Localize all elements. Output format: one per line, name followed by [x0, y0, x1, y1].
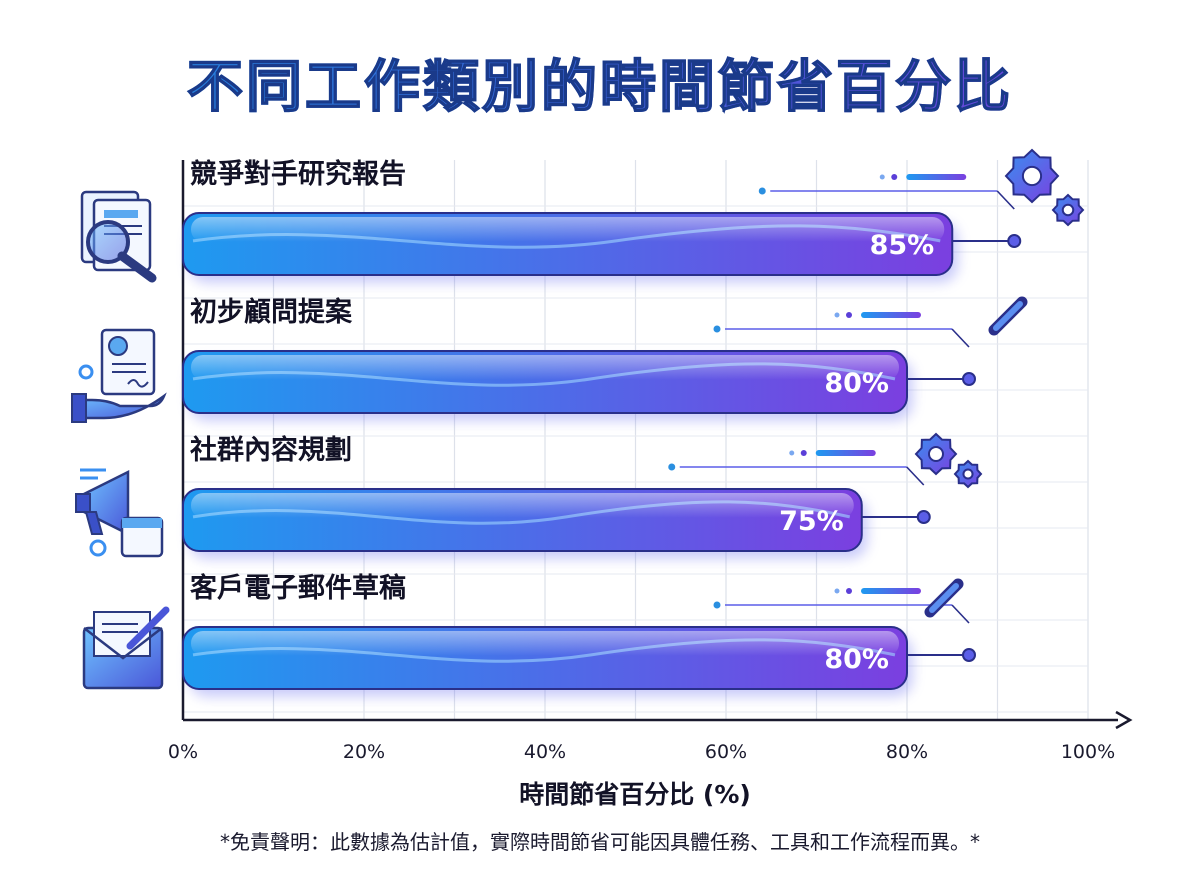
x-tick-label: 40%: [524, 741, 566, 763]
gear-hub: [928, 446, 944, 462]
bar-shine: [191, 631, 899, 656]
value-label: 80%: [824, 368, 889, 399]
bar-group: 社群內容規劃 75%: [182, 434, 868, 559]
bar-group: 初步顧問提案 80%: [182, 296, 913, 421]
bar-group: 客戶電子郵件草稿 80%: [182, 572, 913, 697]
connector-dot: [962, 648, 976, 662]
connector-dot: [916, 510, 931, 524]
x-tick-label: 0%: [168, 741, 198, 763]
accent-dot: [713, 601, 721, 609]
x-axis-arrow: [1115, 710, 1133, 730]
accent-dot: [713, 325, 721, 333]
document-magnifier-icon: [80, 190, 157, 283]
x-tick-label: 80%: [886, 741, 928, 763]
accent-line: [951, 604, 970, 624]
disclaimer-note: *免責聲明：此數據為估計值，實際時間節省可能因具體任務、工具和工作流程而異。*: [220, 830, 980, 854]
accent-dot: [891, 174, 898, 180]
accent-line: [951, 328, 970, 348]
x-tick-label: 100%: [1061, 741, 1115, 763]
decoration-layer: [668, 148, 1085, 662]
accent-line: [906, 466, 925, 486]
value-label: 75%: [779, 506, 844, 537]
connector-dot: [1007, 234, 1022, 248]
bar-shine: [191, 355, 899, 380]
pencil-body: [929, 583, 959, 613]
accent-dash: [861, 312, 921, 318]
x-tick-label: 20%: [343, 741, 385, 763]
accent-dot: [800, 450, 807, 456]
accent-dash: [906, 174, 967, 180]
value-label: 85%: [870, 230, 935, 261]
envelope-pencil-icon: [82, 606, 170, 690]
pencil-body: [993, 301, 1023, 331]
accent-dot: [846, 588, 852, 594]
accent-dot: [789, 450, 795, 456]
bar-shine: [191, 493, 854, 518]
accent-dot: [879, 174, 885, 180]
value-label: 80%: [824, 644, 889, 675]
bar-group: 競爭對手研究報告 85%: [182, 158, 959, 283]
category-label: 客戶電子郵件草稿: [190, 572, 406, 604]
proposal-hand-icon: [71, 328, 167, 423]
category-label: 初步顧問提案: [190, 296, 353, 328]
x-tick-label: 60%: [705, 741, 747, 763]
gear-hub: [962, 468, 974, 480]
bars-layer: 競爭對手研究報告 85% 初步顧問提案 80% 社群內容規劃 75% 客戶電子郵件草稿 80%: [182, 158, 959, 697]
megaphone-calendar-icon: [75, 468, 164, 558]
gear-hub: [1021, 165, 1043, 187]
accent-dot: [834, 312, 840, 318]
category-label: 社群內容規劃: [190, 434, 352, 466]
connector-dot: [962, 372, 976, 386]
gear-hub: [1061, 203, 1075, 217]
accent-dash: [861, 588, 921, 594]
accent-dot: [834, 588, 840, 594]
chart-title: 不同工作類別的時間節省百分比: [0, 42, 1200, 123]
accent-dot: [846, 312, 852, 318]
accent-line: [996, 190, 1015, 210]
accent-dot: [758, 187, 766, 195]
accent-dash: [815, 450, 876, 456]
bar-shine: [191, 217, 945, 242]
category-label: 競爭對手研究報告: [190, 158, 406, 190]
accent-dot: [668, 463, 676, 471]
x-axis-title: 時間節省百分比 (%): [519, 780, 751, 809]
